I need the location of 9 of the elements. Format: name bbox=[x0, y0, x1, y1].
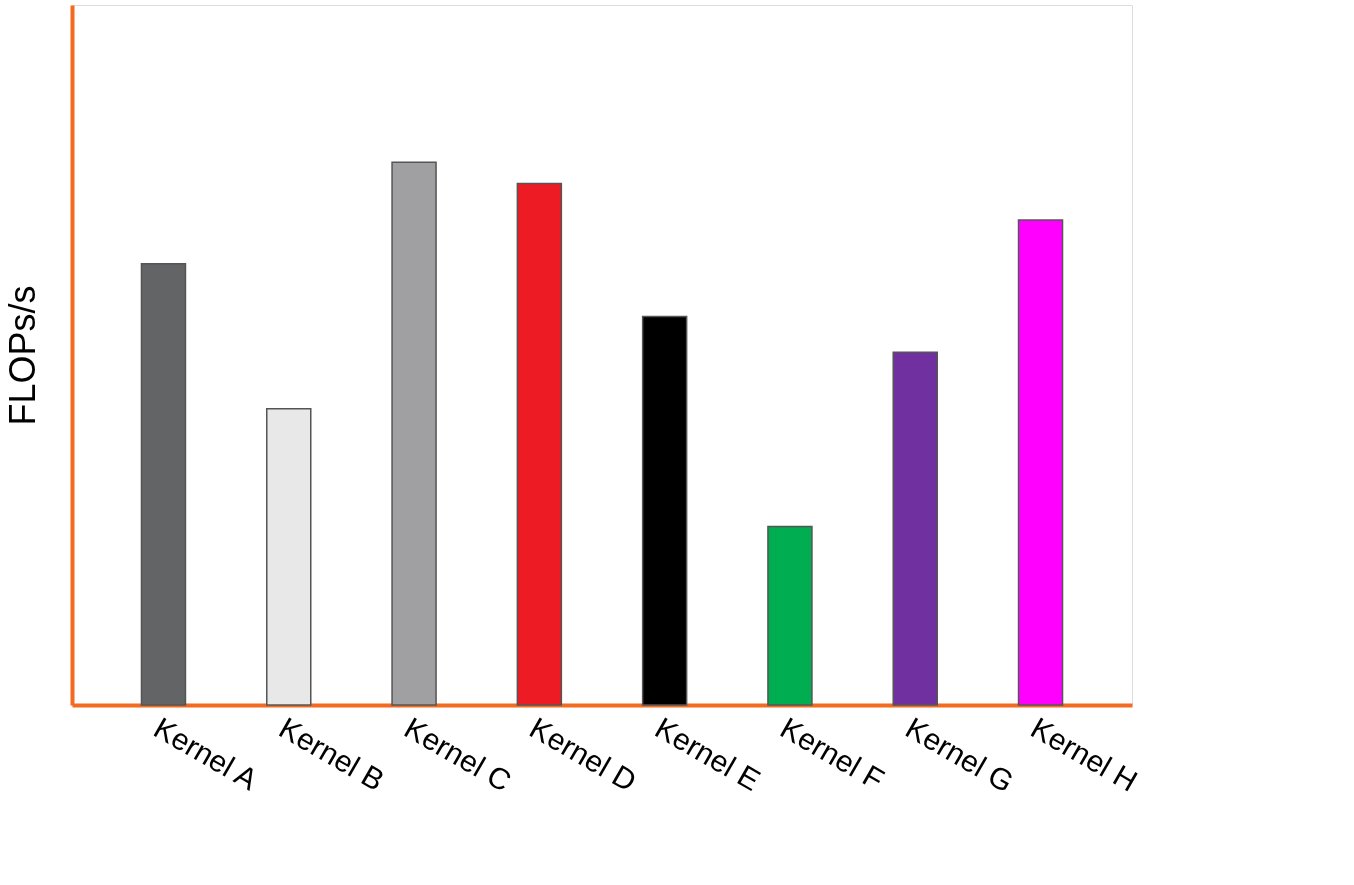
bar bbox=[391, 161, 437, 706]
bar bbox=[266, 407, 312, 706]
bar bbox=[767, 525, 813, 706]
bar bbox=[892, 351, 938, 706]
bar bbox=[641, 315, 688, 706]
bar bbox=[140, 263, 187, 706]
y-axis-title: FLOPs/s bbox=[1, 285, 43, 426]
bar bbox=[516, 182, 563, 706]
bar bbox=[1017, 219, 1064, 706]
